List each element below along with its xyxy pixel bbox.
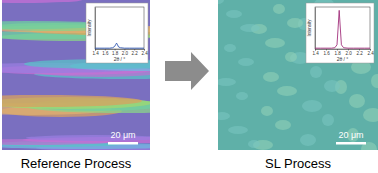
x-axis-title: 2θ / ° [114,56,126,62]
streak [2,0,82,3]
x-tick-label: 2.0 [345,51,352,56]
x-tick: 1.8 [112,49,119,56]
x-tick-label: 1.8 [334,51,341,56]
inset-background [306,3,374,63]
y-axis-title: Intensity [87,19,92,37]
x-tick-label: 2.4 [141,51,148,56]
y-axis [315,8,316,50]
grain [371,74,378,88]
x-tick: 1.4 [92,49,99,56]
y-axis-line [95,8,96,50]
grain [302,100,322,112]
y-axis-line [315,8,316,50]
inset-chart: 1.41.61.82.02.22.42θ / °Intensity [86,3,148,63]
grain [285,52,297,62]
x-axis: 1.41.61.82.02.22.4 [92,49,148,56]
x-tick: 2.4 [367,49,374,56]
plot-area [315,10,370,48]
grain [224,44,236,52]
grain [310,66,322,78]
grain [363,108,378,122]
grain [218,0,224,4]
grain [300,134,316,146]
x-tick-label: 1.6 [323,51,330,56]
x-tick: 1.6 [323,49,330,56]
inset-background [86,3,148,63]
x-tick: 1.4 [312,49,319,56]
intensity-line [95,43,144,48]
x-tick-label: 2.0 [122,51,129,56]
grain [324,80,340,92]
grain [265,38,285,48]
grain [349,94,365,108]
micrograph-reference [0,0,222,151]
plot-frame [315,7,370,49]
y-axis-title: Intensity [307,19,312,37]
grain [273,4,285,14]
grain [236,92,248,100]
y-axis [95,8,96,50]
plot-area [95,43,144,48]
grain [226,10,242,18]
process-arrow [165,52,209,90]
micrograph-sl [212,0,378,156]
caption: Reference Process [21,156,132,171]
intensity-line [315,10,370,48]
grain [240,24,260,32]
scale-bar-label: 20 μm [110,130,135,140]
x-tick: 2.0 [345,49,352,56]
x-tick-label: 1.4 [312,51,319,56]
x-tick-label: 2.4 [367,51,374,56]
grain [218,112,230,120]
scale-bar [336,142,366,145]
x-axis-title: 2θ / ° [337,56,349,62]
grain [228,126,248,134]
grain [218,78,236,86]
grain [248,140,260,148]
x-tick: 2.2 [132,49,139,56]
grain [287,18,303,28]
x-tick-label: 1.8 [112,51,119,56]
x-tick: 1.6 [102,49,109,56]
streak [2,95,142,107]
plot-frame [95,7,144,49]
scale-bar-label: 20 μm [338,130,363,140]
x-tick: 1.8 [334,49,341,56]
grain [277,86,297,96]
x-tick: 2.4 [141,49,148,56]
x-tick: 2.0 [122,49,129,56]
x-axis: 1.4 1.6 1.8 2.0 2.2 2.4 [312,49,374,56]
figure: Reference Process 20 μm SL Process 20 μm 1.4… [0,0,378,173]
x-tick-label: 1.4 [92,51,99,56]
x-tick-label: 2.2 [132,51,139,56]
scale-bar [108,142,138,145]
grain [263,72,279,82]
caption: SL Process [265,156,331,171]
grain [322,114,334,126]
grain [275,120,291,130]
grain [261,106,273,116]
x-tick-label: 2.2 [356,51,363,56]
grain [238,58,254,66]
inset-chart: 1.4 1.6 1.8 2.0 2.2 2.4 2θ / ° Intensity [306,3,374,63]
image-background [218,0,378,150]
x-tick-label: 1.6 [102,51,109,56]
x-tick: 2.2 [356,49,363,56]
